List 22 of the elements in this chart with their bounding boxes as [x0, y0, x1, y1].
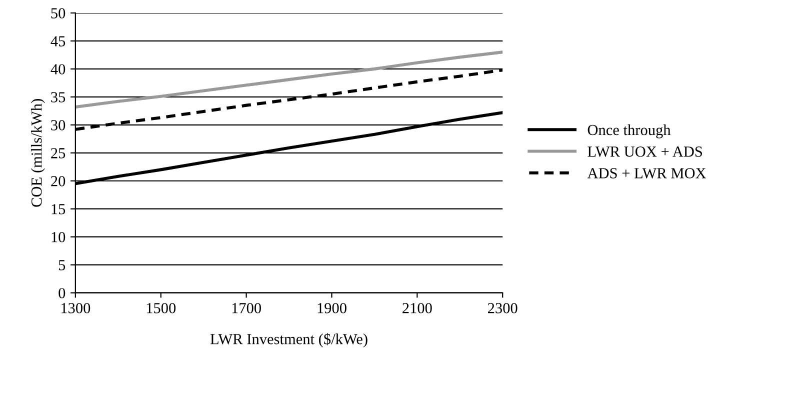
- x-tick-label: 1900: [318, 302, 346, 314]
- x-tick-label: 1500: [146, 302, 176, 314]
- legend-label: ADS + LWR MOX: [587, 168, 706, 178]
- y-tick-label: 5: [58, 260, 66, 270]
- y-tick-label: 0: [58, 288, 66, 298]
- y-tick-label: 15: [52, 204, 66, 214]
- y-tick-label: 50: [51, 8, 66, 18]
- y-tick-label: 45: [50, 36, 66, 46]
- y-axis-title: COE (mills/kWh): [31, 99, 45, 207]
- y-tick-label: 20: [51, 176, 66, 186]
- y-tick-label: 30: [51, 120, 66, 130]
- x-axis-title: LWR Investment ($/kWe): [210, 333, 368, 348]
- y-tick-label: 10: [52, 232, 66, 242]
- y-tick-label: 35: [51, 92, 66, 102]
- y-tick-label: 40: [50, 64, 66, 74]
- x-tick-label: 2300: [488, 302, 518, 314]
- legend-label: Once through: [588, 124, 671, 138]
- legend-label: LWR UOX + ADS: [588, 146, 702, 157]
- x-tick-label: 2100: [402, 302, 432, 314]
- x-tick-label: 1300: [61, 302, 90, 314]
- x-tick-label: 1700: [232, 302, 261, 314]
- y-tick-label: 25: [51, 148, 66, 158]
